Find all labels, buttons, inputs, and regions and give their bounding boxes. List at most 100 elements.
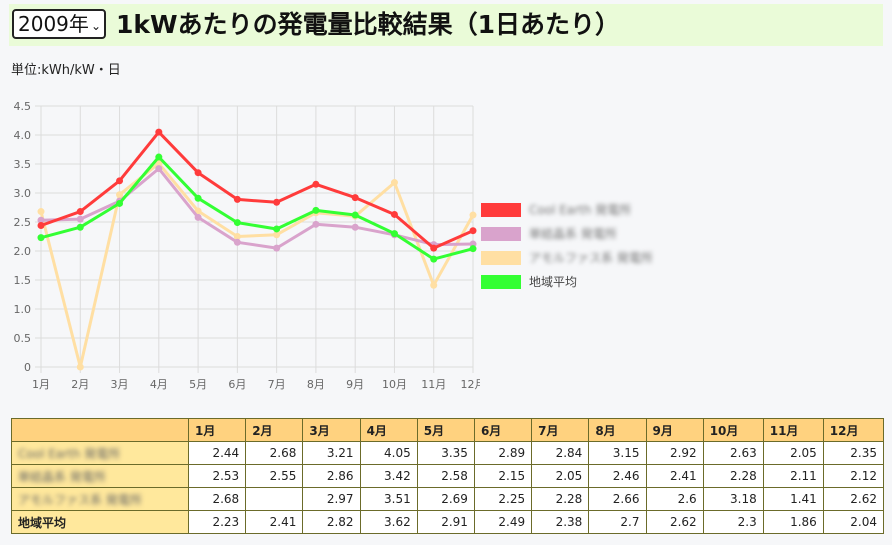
chart-legend: Cool Earth 発電所単結晶系 発電所アモルファス系 発電所 地域平均 [481, 203, 653, 299]
data-point [351, 223, 359, 231]
column-header: 3月 [302, 418, 361, 442]
y-tick-label: 3.5 [14, 158, 32, 171]
year-select[interactable]: 2009年 ⌄ [12, 9, 106, 39]
table-body: Cool Earth 発電所 2.44 2.68 3.21 4.05 3.35 2.89 2.… [11, 441, 885, 534]
table-cell: 2.7 [588, 510, 647, 534]
column-header: 8月 [588, 418, 647, 442]
data-point [194, 194, 202, 202]
row-label: 地域平均 [11, 510, 189, 534]
data-point [155, 153, 163, 161]
page-title: 1kWあたりの発電量比較結果（1日あたり） [116, 10, 620, 39]
table-cell: 2.44 [187, 441, 247, 465]
y-tick-label: 4.5 [14, 100, 32, 113]
x-tick-label: 12月 [461, 378, 481, 391]
table-cell: 1.86 [762, 510, 824, 534]
data-point [273, 231, 281, 239]
table-cell: 2.11 [762, 464, 824, 488]
table-row: Cool Earth 発電所 2.44 2.68 3.21 4.05 3.35 2.89 2.… [11, 441, 885, 465]
table-cell: 3.35 [416, 441, 475, 465]
table-corner-cell [11, 418, 189, 442]
title-bar: 2009年 ⌄ 1kWあたりの発電量比較結果（1日あたり） [9, 4, 883, 46]
legend-item[interactable]: 地域平均 [481, 275, 621, 289]
legend-label: 地域平均 [529, 275, 578, 289]
data-point [390, 210, 398, 218]
x-tick-label: 6月 [228, 378, 246, 391]
x-tick-label: 1月 [32, 378, 50, 391]
table-cell: 2.55 [245, 464, 304, 488]
table-cell: 2.12 [822, 464, 885, 488]
data-point [233, 233, 241, 240]
table-cell: 2.89 [473, 441, 533, 465]
data-point [116, 199, 124, 207]
table-cell: 3.15 [588, 441, 647, 465]
table-cell: 2.15 [473, 464, 533, 488]
table-cell: 2.38 [531, 510, 590, 534]
y-tick-label: 2.5 [14, 216, 32, 229]
data-point [233, 195, 241, 203]
data-point [469, 227, 477, 235]
table-cell: 2.62 [645, 510, 704, 534]
legend-item[interactable]: アモルファス系 発電所 [481, 251, 653, 265]
table-row: 単結晶系 発電所 2.53 2.55 2.86 3.42 2.58 2.15 2.05 2.46… [11, 464, 885, 488]
table-cell: 2.6 [645, 487, 704, 511]
table-cell: 2.69 [416, 487, 475, 511]
table-row: アモルファス系 発電所 2.68 2.97 3.51 2.69 2.25 2.28 2.66 2… [11, 487, 885, 511]
table-cell: 2.92 [645, 441, 704, 465]
legend-label: Cool Earth 発電所 [529, 203, 632, 217]
data-point [76, 208, 84, 216]
table-cell: 2.84 [531, 441, 590, 465]
table-cell: 2.35 [822, 441, 885, 465]
table-cell: 2.63 [702, 441, 764, 465]
table-cell: 2.86 [302, 464, 361, 488]
data-point [233, 219, 241, 227]
legend-item[interactable]: Cool Earth 発電所 [481, 203, 631, 217]
x-tick-label: 9月 [346, 378, 364, 391]
table-cell: 2.91 [416, 510, 475, 534]
data-point [37, 208, 45, 216]
table-cell: 2.97 [302, 487, 361, 511]
data-point [76, 363, 84, 371]
table-cell: 2.58 [416, 464, 475, 488]
table-cell: 2.25 [473, 487, 533, 511]
column-header: 11月 [762, 418, 824, 442]
data-point [233, 238, 241, 246]
chevron-down-icon: ⌄ [90, 19, 101, 33]
data-point [469, 245, 477, 253]
data-point [116, 177, 124, 185]
column-header: 1月 [187, 418, 247, 442]
table-cell: 2.05 [531, 464, 590, 488]
table-cell: 2.28 [702, 464, 764, 488]
data-point [194, 169, 202, 177]
data-point [273, 198, 281, 206]
column-header: 10月 [702, 418, 764, 442]
x-tick-label: 3月 [111, 378, 129, 391]
series-line [40, 130, 474, 250]
x-tick-label: 4月 [150, 378, 168, 391]
table-cell: 2.28 [531, 487, 590, 511]
table-cell: 2.53 [187, 464, 247, 488]
data-point [76, 215, 84, 223]
table-cell: 2.68 [187, 487, 247, 511]
x-tick-label: 10月 [382, 378, 407, 391]
column-header: 7月 [531, 418, 590, 442]
legend-swatch [481, 251, 521, 265]
data-point [37, 234, 45, 242]
column-header: 9月 [645, 418, 704, 442]
data-point [312, 206, 320, 214]
legend-label: アモルファス系 発電所 [529, 251, 653, 265]
table-cell: 2.82 [302, 510, 361, 534]
data-point [430, 255, 438, 263]
legend-swatch [481, 203, 521, 217]
table-cell: 2.46 [588, 464, 647, 488]
column-header: 6月 [473, 418, 533, 442]
column-header: 4月 [359, 418, 418, 442]
column-header: 12月 [822, 418, 885, 442]
legend-item[interactable]: 単結晶系 発電所 [481, 227, 621, 241]
table-cell: 3.21 [302, 441, 361, 465]
y-tick-label: 0.5 [14, 332, 32, 345]
data-point [430, 244, 438, 252]
data-point [351, 211, 359, 219]
x-tick-label: 11月 [421, 378, 446, 391]
table-cell: 2.05 [762, 441, 824, 465]
table-cell: 1.41 [762, 487, 824, 511]
